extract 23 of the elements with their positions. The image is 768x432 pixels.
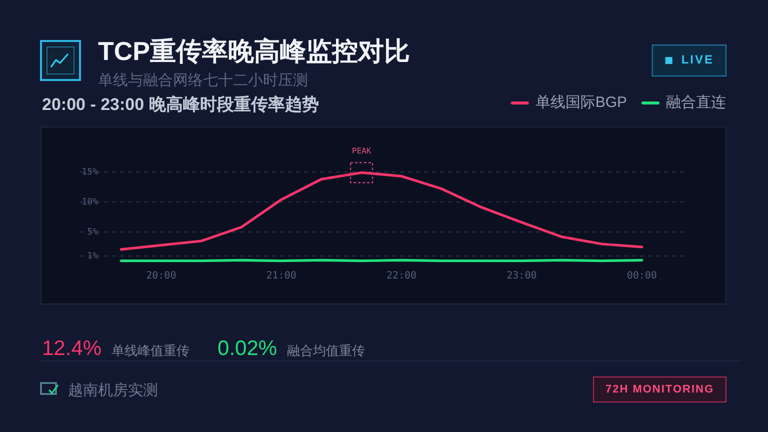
y-tick-label: 5% — [87, 227, 99, 238]
x-tick-label: 22:00 — [386, 270, 417, 282]
badge: LIVE — [652, 44, 726, 76]
y-tick-label: 15% — [82, 167, 99, 178]
text: 12.4% — [42, 337, 102, 360]
x-tick-label: 20:00 — [146, 270, 176, 282]
badge: 72H MONITORING — [592, 376, 726, 402]
chart-title: TCP重传率晚高峰监控对比 — [98, 36, 410, 66]
y-tick-label: 1% — [87, 251, 99, 262]
legend-label: 单线国际BGP — [535, 94, 627, 111]
x-tick-label: 21:00 — [266, 270, 296, 282]
annotation: PEAK — [352, 146, 372, 156]
text: 0.02% — [218, 337, 278, 360]
annotation: PEAK — [350, 146, 374, 184]
legend-label: 融合直连 — [666, 94, 726, 111]
x-tick-label: 00:00 — [626, 270, 657, 282]
text: 融合均值重传 — [287, 343, 366, 358]
y-tick-label: 10% — [82, 197, 99, 208]
x-tick-label: 23:00 — [506, 270, 537, 282]
chart-subtitle: 单线与融合网络七十二小时压测 — [98, 72, 308, 89]
text: 单线峰值重传 — [112, 343, 190, 358]
text: 越南机房实测 — [68, 382, 158, 399]
text: 20:00 - 23:00 晚高峰时段重传率趋势 — [42, 95, 319, 114]
